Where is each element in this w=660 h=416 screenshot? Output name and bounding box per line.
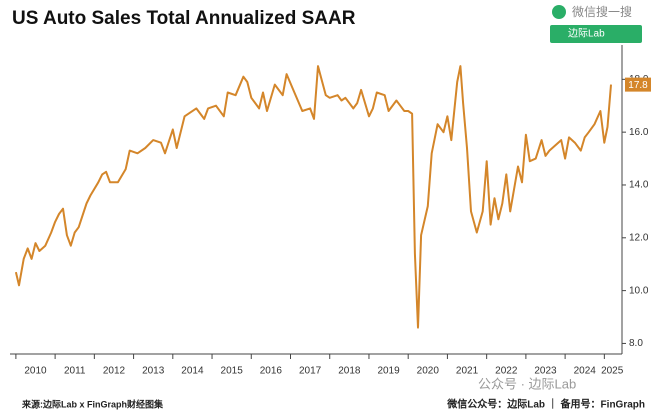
x-tick-label: 2014 bbox=[181, 366, 204, 377]
x-tick-label: 2023 bbox=[534, 366, 557, 377]
y-tick-label: 8.0 bbox=[629, 338, 643, 349]
chart-title: US Auto Sales Total Annualized SAAR bbox=[12, 8, 356, 29]
search-icon bbox=[552, 5, 566, 19]
x-tick-label: 2017 bbox=[299, 366, 322, 377]
x-tick-label: 2019 bbox=[377, 366, 400, 377]
x-tick-label: 2024 bbox=[574, 366, 597, 377]
x-tick-label: 2016 bbox=[260, 366, 283, 377]
y-tick-label: 14.0 bbox=[629, 180, 649, 191]
x-tick-label: 2010 bbox=[24, 366, 47, 377]
x-tick-label: 2020 bbox=[417, 366, 440, 377]
search-badge: 微信搜一搜 边际Lab bbox=[550, 4, 642, 43]
x-tick-label: 2012 bbox=[103, 366, 126, 377]
brand-box bbox=[550, 25, 642, 43]
source-text: 来源:边际Lab x FinGraph财经图集 bbox=[21, 398, 164, 409]
search-text: 微信搜一搜 bbox=[572, 4, 632, 19]
x-tick-label: 2025 bbox=[601, 366, 624, 377]
y-tick-label: 12.0 bbox=[629, 232, 649, 243]
x-tick-label: 2013 bbox=[142, 366, 165, 377]
x-tick-label: 2015 bbox=[221, 366, 244, 377]
last-value-label: 17.8 bbox=[628, 80, 648, 91]
x-tick-label: 2021 bbox=[456, 366, 479, 377]
x-tick-label: 2022 bbox=[495, 366, 518, 377]
y-tick-label: 10.0 bbox=[629, 285, 649, 296]
series-line bbox=[14, 65, 612, 329]
y-tick-label: 16.0 bbox=[629, 127, 649, 138]
account-text: 微信公众号：边际Lab ｜ 备用号：FinGraph bbox=[446, 398, 645, 411]
overlay-watermark: 公众号 · 边际Lab bbox=[478, 376, 576, 391]
brand-text: 边际Lab bbox=[568, 28, 605, 40]
x-tick-label: 2018 bbox=[338, 366, 361, 377]
last-value-box bbox=[625, 77, 651, 92]
x-tick-label: 2011 bbox=[64, 366, 86, 377]
